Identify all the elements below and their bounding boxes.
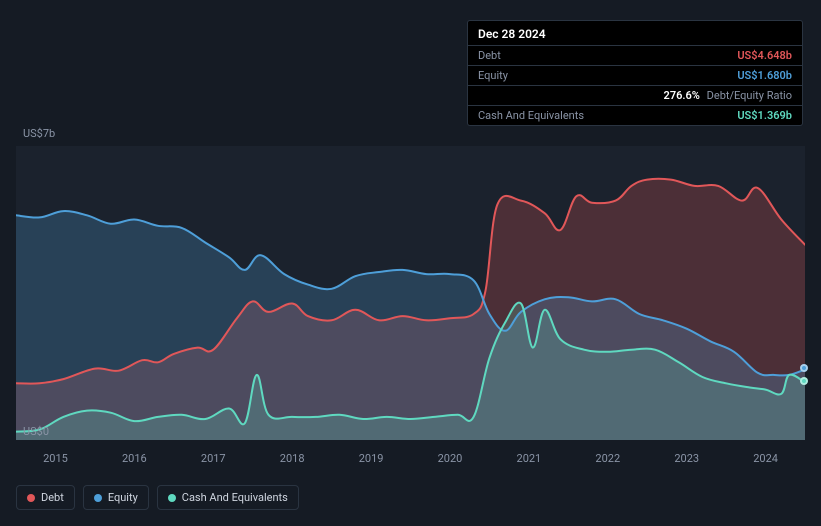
tooltip-row-label: Debt bbox=[478, 49, 501, 62]
tooltip-row-value: US$1.369b bbox=[737, 109, 792, 122]
chart-tooltip: Dec 28 2024 Debt US$4.648b Equity US$1.680b… bbox=[467, 20, 803, 126]
legend-item[interactable]: Cash And Equivalents bbox=[157, 485, 299, 510]
legend-item[interactable]: Debt bbox=[16, 485, 75, 510]
x-axis-tick: 2021 bbox=[489, 452, 568, 465]
y-axis-max-label: US$7b bbox=[23, 127, 55, 140]
tooltip-row: 276.6% Debt/Equity Ratio bbox=[468, 85, 802, 105]
x-axis-tick: 2023 bbox=[647, 452, 726, 465]
tooltip-row-label: Equity bbox=[478, 69, 508, 82]
tooltip-row: Cash And Equivalents US$1.369b bbox=[468, 105, 802, 125]
tooltip-row-value: US$4.648b bbox=[737, 49, 792, 62]
legend-item[interactable]: Equity bbox=[83, 485, 149, 510]
x-axis-tick: 2020 bbox=[411, 452, 490, 465]
x-axis-tick: 2024 bbox=[726, 452, 805, 465]
legend-dot-icon bbox=[168, 494, 176, 502]
legend-label: Cash And Equivalents bbox=[182, 491, 288, 504]
legend-label: Equity bbox=[108, 491, 138, 504]
tooltip-row-label: Cash And Equivalents bbox=[478, 109, 584, 122]
x-axis-tick: 2018 bbox=[253, 452, 332, 465]
x-axis-tick: 2015 bbox=[16, 452, 95, 465]
x-axis-tick: 2017 bbox=[174, 452, 253, 465]
series-end-marker bbox=[800, 364, 808, 372]
tooltip-row: Debt US$4.648b bbox=[468, 45, 802, 65]
legend-dot-icon bbox=[27, 494, 35, 502]
tooltip-row-value: 276.6% Debt/Equity Ratio bbox=[664, 89, 792, 102]
x-axis-tick: 2019 bbox=[332, 452, 411, 465]
chart-svg bbox=[16, 146, 805, 440]
x-axis-tick: 2016 bbox=[95, 452, 174, 465]
x-axis-tick: 2022 bbox=[568, 452, 647, 465]
legend-label: Debt bbox=[41, 491, 64, 504]
tooltip-date: Dec 28 2024 bbox=[468, 21, 802, 45]
tooltip-row-value: US$1.680b bbox=[737, 69, 792, 82]
series-end-marker bbox=[800, 377, 808, 385]
legend-dot-icon bbox=[94, 494, 102, 502]
x-axis-labels: 2015201620172018201920202021202220232024 bbox=[16, 452, 805, 465]
tooltip-row: Equity US$1.680b bbox=[468, 65, 802, 85]
y-axis-min-label: US$0 bbox=[23, 425, 49, 438]
chart-legend: Debt Equity Cash And Equivalents bbox=[16, 485, 299, 510]
